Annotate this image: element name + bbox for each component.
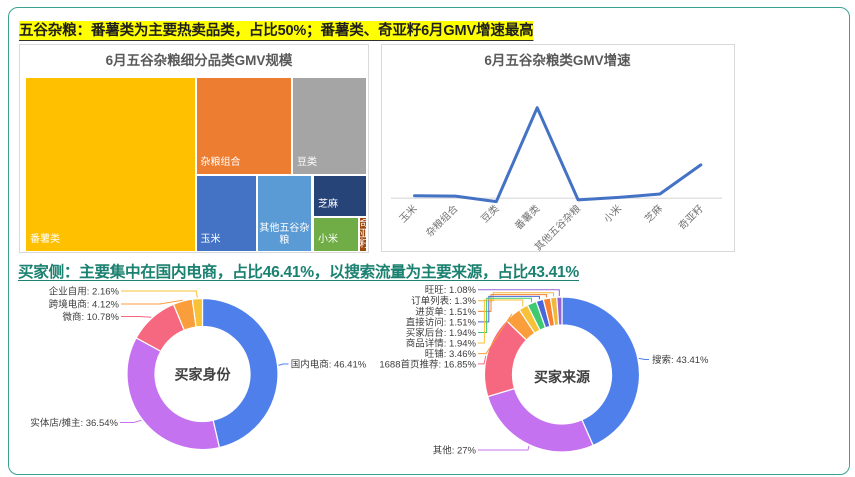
- svg-text:旺铺: 3.46%: 旺铺: 3.46%: [425, 348, 477, 360]
- svg-text:买家来源: 买家来源: [534, 369, 590, 385]
- svg-text:买家身份: 买家身份: [175, 367, 232, 383]
- svg-text:买家后台: 1.94%: 买家后台: 1.94%: [406, 327, 477, 339]
- svg-text:搜索: 43.41%: 搜索: 43.41%: [652, 354, 709, 366]
- svg-text:直接访问: 1.51%: 直接访问: 1.51%: [406, 316, 477, 328]
- svg-text:进货单: 1.51%: 进货单: 1.51%: [415, 306, 476, 318]
- svg-text:其他: 27%: 其他: 27%: [433, 444, 477, 456]
- svg-text:企业自用: 2.16%: 企业自用: 2.16%: [49, 285, 120, 297]
- svg-text:旺旺: 1.08%: 旺旺: 1.08%: [425, 285, 477, 296]
- svg-text:国内电商: 46.41%: 国内电商: 46.41%: [291, 358, 367, 370]
- svg-text:商品详情: 1.94%: 商品详情: 1.94%: [406, 337, 477, 349]
- svg-text:跨境电商: 4.12%: 跨境电商: 4.12%: [49, 298, 120, 310]
- svg-text:订单列表: 1.3%: 订单列表: 1.3%: [411, 295, 476, 307]
- svg-text:实体店/摊主: 36.54%: 实体店/摊主: 36.54%: [30, 417, 118, 429]
- svg-text:1688首页推荐: 16.85%: 1688首页推荐: 16.85%: [379, 358, 476, 370]
- svg-text:微商: 10.78%: 微商: 10.78%: [63, 311, 120, 323]
